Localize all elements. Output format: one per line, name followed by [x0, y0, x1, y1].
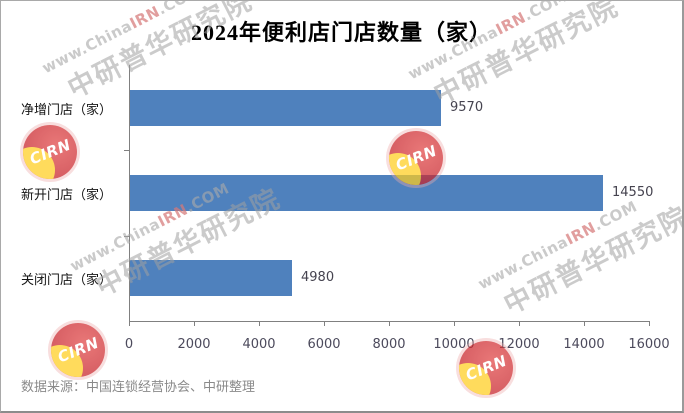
x-tick-label: 14000: [563, 337, 605, 352]
x-tick-mark: [584, 321, 585, 326]
data-source-note: 数据来源：中国连锁经营协会、中研整理: [21, 380, 256, 395]
value-label: 14550: [612, 185, 654, 200]
x-tick-label: 12000: [498, 337, 540, 352]
category-label: 关闭门店（家）: [21, 273, 113, 289]
y-tick-mark: [124, 150, 129, 152]
bar: [130, 175, 603, 211]
x-tick-label: 6000: [307, 337, 341, 352]
x-tick-mark: [519, 321, 520, 326]
x-tick-mark: [389, 321, 390, 326]
x-tick-mark: [324, 321, 325, 326]
x-tick-label: 8000: [372, 337, 406, 352]
x-tick-mark: [129, 321, 130, 326]
x-tick-mark: [649, 321, 650, 326]
bar: [130, 260, 292, 297]
x-tick-mark: [259, 321, 260, 326]
category-label: 净增门店（家）: [21, 102, 113, 118]
category-label: 新开门店（家）: [21, 188, 113, 203]
x-tick-label: 4000: [242, 337, 276, 352]
x-tick-mark: [454, 321, 455, 326]
x-tick-label: 16000: [628, 337, 670, 352]
x-tick-label: 0: [124, 337, 134, 352]
value-label: 4980: [301, 270, 335, 286]
y-tick-mark: [124, 235, 129, 237]
x-tick-mark: [194, 321, 195, 326]
bar: [130, 89, 441, 126]
chart-title: 2024年便利店门店数量（家）: [190, 20, 492, 45]
x-tick-label: 2000: [177, 337, 211, 352]
y-axis-line: [129, 65, 130, 321]
value-label: 9570: [450, 99, 484, 115]
x-tick-label: 10000: [433, 337, 475, 352]
